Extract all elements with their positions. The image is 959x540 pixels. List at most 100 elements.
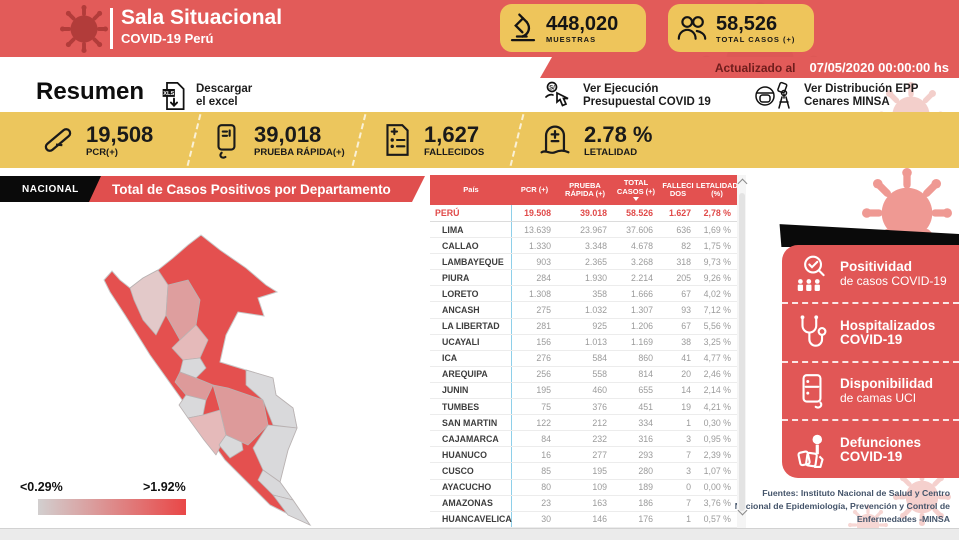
cell-rapida: 109 bbox=[592, 482, 607, 493]
column-header-fallecidos[interactable]: FALLECI DOS bbox=[662, 180, 694, 198]
download-excel-button[interactable]: XLS Descargar el excel bbox=[160, 80, 252, 112]
kpi-lethality-label: LETALIDAD bbox=[584, 146, 638, 158]
cell-pcr: 275 bbox=[536, 305, 551, 316]
cell-fallecidos: 318 bbox=[676, 256, 691, 267]
cell-department: LA LIBERTAD bbox=[430, 318, 512, 334]
cell-pcr: 23 bbox=[541, 498, 551, 509]
cell-rapida: 925 bbox=[592, 321, 607, 332]
cell-fallecidos: 67 bbox=[681, 288, 691, 299]
cell-total: 1.307 bbox=[630, 305, 653, 316]
cell-total: 176 bbox=[638, 514, 653, 525]
section-title: Total de Casos Positivos por Departament… bbox=[112, 181, 391, 197]
column-header-total-label: TOTAL CASOS (+) bbox=[616, 178, 656, 196]
kpi-separator bbox=[507, 112, 527, 168]
cell-letalidad: 2,46 % bbox=[703, 369, 731, 380]
column-header-rapida[interactable]: PRUEBA RÁPIDA (+) bbox=[565, 180, 605, 198]
sidebar-item-positividad[interactable]: Positividad de casos COVID-19 bbox=[782, 245, 959, 302]
cell-total: 293 bbox=[638, 449, 653, 460]
column-header-total[interactable]: TOTAL CASOS (+) bbox=[613, 175, 659, 205]
cell-letalidad: 2,39 % bbox=[703, 449, 731, 460]
tombstone-icon bbox=[540, 125, 570, 154]
cell-total: 655 bbox=[638, 385, 653, 396]
cell-letalidad: 9,26 % bbox=[703, 272, 731, 283]
cell-pcr: 80 bbox=[541, 482, 551, 493]
cell-total: 186 bbox=[638, 498, 653, 509]
cell-pcr: 276 bbox=[536, 353, 551, 364]
cell-rapida: 232 bbox=[592, 433, 607, 444]
table-row[interactable]: SAN MARTIN 122 212 334 1 0,30 % bbox=[430, 415, 746, 432]
cell-rapida: 23.967 bbox=[580, 224, 607, 235]
table-row[interactable]: HUANUCO 16 277 293 7 2,39 % bbox=[430, 447, 746, 464]
table-row[interactable]: HUANCAVELICA 30 146 176 1 0,57 % bbox=[430, 511, 746, 528]
cell-letalidad: 1,07 % bbox=[703, 465, 731, 476]
column-header-letalidad[interactable]: LETALIDAD (%) bbox=[696, 180, 738, 198]
total-cases-stat-card: 58,526 TOTAL CASOS (+) bbox=[668, 4, 814, 52]
peru-choropleth-map[interactable] bbox=[68, 200, 328, 530]
epp-distribution-link[interactable]: Ver Distribución EPP Cenares MINSA bbox=[752, 80, 918, 112]
cell-letalidad: 5,56 % bbox=[703, 321, 731, 332]
cell-letalidad: 3,76 % bbox=[703, 498, 731, 509]
total-cases-label: TOTAL CASOS (+) bbox=[716, 34, 796, 44]
stethoscope-icon bbox=[800, 315, 827, 347]
scroll-up-icon[interactable] bbox=[737, 178, 747, 189]
kpi-deaths-label: FALLECIDOS bbox=[424, 146, 485, 158]
table-row[interactable]: PIURA 284 1.930 2.214 205 9,26 % bbox=[430, 270, 746, 287]
cell-department: LIMA bbox=[430, 222, 512, 238]
table-total-row[interactable]: PERÚ 19.508 39.018 58.526 1.627 2,78 % bbox=[430, 205, 746, 222]
page-title: Resumen bbox=[36, 78, 145, 105]
sidebar-item-subtitle: de casos COVID-19 bbox=[840, 273, 947, 288]
cell-rapida: 558 bbox=[592, 369, 607, 380]
cell-pcr: 84 bbox=[541, 433, 551, 444]
table-row[interactable]: CALLAO 1.330 3.348 4.678 82 1,75 % bbox=[430, 238, 746, 255]
cell-pcr: 1.330 bbox=[528, 240, 551, 251]
sort-desc-icon bbox=[633, 197, 639, 201]
table-row[interactable]: CAJAMARCA 84 232 316 3 0,95 % bbox=[430, 431, 746, 448]
table-row[interactable]: ANCASH 275 1.032 1.307 93 7,12 % bbox=[430, 302, 746, 319]
table-row[interactable]: LA LIBERTAD 281 925 1.206 67 5,56 % bbox=[430, 318, 746, 335]
sidebar-item-camas-uci[interactable]: Disponibilidad de camas UCI bbox=[782, 360, 959, 420]
updated-strip: Actualizado al 07/05/2020 00:00:00 hs bbox=[540, 57, 959, 78]
table-row[interactable]: AYACUCHO 80 109 189 0 0,00 % bbox=[430, 479, 746, 496]
cell-fallecidos: 1 bbox=[686, 417, 691, 428]
kpi-band: 19,508 PCR(+) 39,018 PRUEBA RÁPIDA(+) bbox=[0, 112, 959, 168]
rapid-test-icon bbox=[217, 124, 236, 159]
cell-total: 2.214 bbox=[630, 272, 653, 283]
download-label-line2: el excel bbox=[196, 96, 238, 108]
table-row[interactable]: LORETO 1.308 358 1.666 67 4,02 % bbox=[430, 286, 746, 303]
cell-pcr: 13.639 bbox=[524, 224, 551, 235]
sidebar-item-hospitalizados[interactable]: Hospitalizados COVID-19 bbox=[782, 301, 959, 361]
table-row[interactable]: AMAZONAS 23 163 186 7 3,76 % bbox=[430, 495, 746, 512]
sidebar-item-subtitle: COVID-19 bbox=[840, 449, 903, 465]
cell-department: TUMBES bbox=[430, 399, 512, 415]
samples-value: 448,020 bbox=[546, 12, 619, 35]
cell-rapida: 1.032 bbox=[584, 305, 607, 316]
table-row[interactable]: LAMBAYEQUE 903 2.365 3.268 318 9,73 % bbox=[430, 254, 746, 271]
sidebar-item-title: Defunciones bbox=[840, 435, 922, 451]
column-header-pais[interactable]: País bbox=[463, 184, 479, 194]
cell-fallecidos: 20 bbox=[681, 369, 691, 380]
table-row[interactable]: JUNIN 195 460 655 14 2,14 % bbox=[430, 382, 746, 400]
cell-pcr: 30 bbox=[541, 514, 551, 525]
divider bbox=[110, 8, 113, 49]
cell-fallecidos: 82 bbox=[681, 240, 691, 251]
cell-pcr: 195 bbox=[536, 385, 551, 396]
column-header-pcr[interactable]: PCR (+) bbox=[520, 184, 549, 194]
table-row[interactable]: TUMBES 75 376 451 19 4,21 % bbox=[430, 399, 746, 416]
cell-rapida: 212 bbox=[592, 417, 607, 428]
sidebar-item-defunciones[interactable]: Defunciones COVID-19 bbox=[782, 419, 959, 478]
budget-execution-link[interactable]: S/ Ver Ejecución Presupuestal COVID 19 bbox=[543, 80, 711, 112]
cell-fallecidos: 636 bbox=[676, 224, 691, 235]
table-row[interactable]: CUSCO 85 195 280 3 1,07 % bbox=[430, 463, 746, 480]
svg-text:XLS: XLS bbox=[163, 91, 174, 97]
table-scrollbar[interactable] bbox=[737, 175, 747, 528]
section-title-bar: Total de Casos Positivos por Departament… bbox=[88, 176, 425, 202]
scrollbar-thumb[interactable] bbox=[738, 193, 745, 511]
table-row[interactable]: UCAYALI 156 1.013 1.169 38 3,25 % bbox=[430, 334, 746, 351]
table-row[interactable]: ICA 276 584 860 41 4,77 % bbox=[430, 350, 746, 367]
cell-pcr: 75 bbox=[541, 401, 551, 412]
cell-letalidad: 0,95 % bbox=[703, 433, 731, 444]
cell-total: 189 bbox=[638, 482, 653, 493]
table-row[interactable]: AREQUIPA 256 558 814 20 2,46 % bbox=[430, 366, 746, 383]
table-row[interactable]: LIMA 13.639 23.967 37.606 636 1,69 % bbox=[430, 222, 746, 239]
